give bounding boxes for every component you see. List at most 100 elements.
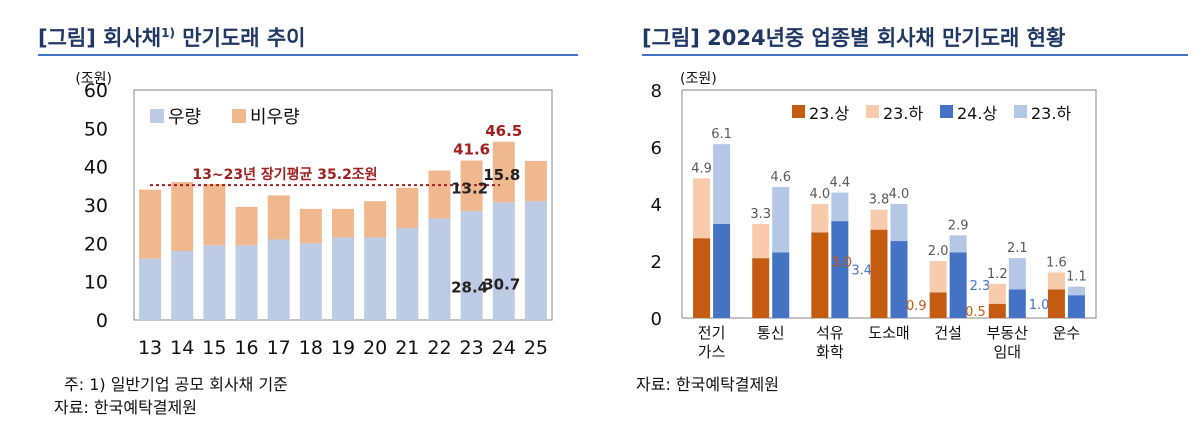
right-bar-23h2 bbox=[811, 204, 829, 233]
right-unit-label: (조원) bbox=[680, 71, 717, 87]
right-total-label: 2.1 bbox=[1007, 241, 1028, 256]
left-x-tick-label: 17 bbox=[267, 337, 291, 359]
left-bar-nonprime bbox=[364, 201, 387, 238]
left-x-tick-label: 22 bbox=[427, 337, 451, 359]
left-y-tick-label: 40 bbox=[84, 157, 108, 179]
right-y-tick-label: 0 bbox=[651, 309, 662, 330]
left-title-text: [그림] 회사채 bbox=[38, 26, 162, 50]
left-average-label: 13~23년 장기평균 35.2조원 bbox=[192, 166, 377, 183]
left-unit-label: (조원) bbox=[75, 71, 112, 87]
right-source: 자료: 한국예탁결제원 bbox=[636, 375, 779, 394]
right-bar-24h2 bbox=[890, 204, 908, 242]
right-bar-23h2 bbox=[693, 178, 711, 239]
right-legend-swatch bbox=[940, 105, 953, 118]
left-chart-panel: [그림] 회사채1) 만기도래 추이 주: 1) 일반기업 공모 회사채 기준 … bbox=[0, 0, 590, 433]
right-y-tick-label: 4 bbox=[651, 195, 662, 216]
right-bar-23h1 bbox=[1047, 289, 1065, 318]
right-inner-value-label: 0.9 bbox=[906, 299, 927, 314]
right-bar-23h1 bbox=[929, 292, 947, 318]
left-bar-nonprime bbox=[428, 170, 451, 219]
right-total-label: 4.0 bbox=[810, 187, 831, 202]
left-x-tick-label: 19 bbox=[331, 337, 355, 359]
left-bar-prime bbox=[524, 201, 547, 320]
right-total-label: 4.4 bbox=[830, 176, 851, 191]
right-bar-23h1 bbox=[752, 258, 770, 318]
right-x-tick-label: 임대 bbox=[993, 343, 1021, 361]
left-bar-nonprime bbox=[460, 160, 483, 212]
right-chart-panel: [그림] 2024년중 업종별 회사채 만기도래 현황 자료: 한국예탁결제원 bbox=[610, 0, 1200, 433]
right-total-label: 1.2 bbox=[987, 267, 1008, 282]
right-bar-23h2 bbox=[929, 261, 947, 293]
right-bar-24h2 bbox=[1067, 286, 1085, 296]
right-total-label: 2.0 bbox=[928, 244, 949, 259]
left-bar-prime bbox=[332, 237, 354, 320]
right-bar-23h1 bbox=[811, 232, 829, 318]
left-legend-label: 우량 bbox=[168, 107, 201, 128]
right-bar-24h2 bbox=[772, 186, 790, 253]
right-total-label: 1.6 bbox=[1046, 255, 1067, 270]
right-x-tick-label: 가스 bbox=[698, 343, 726, 361]
left-legend-swatch bbox=[232, 109, 246, 123]
left-bar-nonprime bbox=[235, 206, 258, 246]
left-nonprime-label: 13.2 bbox=[451, 179, 488, 197]
right-x-tick-label: 부동산 bbox=[987, 324, 1029, 342]
left-prime-label: 30.7 bbox=[483, 276, 520, 294]
left-bar-prime bbox=[396, 228, 419, 320]
right-inner-value-label: 1.0 bbox=[1029, 298, 1050, 313]
right-total-label: 2.9 bbox=[948, 218, 969, 233]
left-bar-nonprime bbox=[524, 160, 547, 202]
right-legend-label: 24.상 bbox=[957, 104, 997, 123]
left-x-tick-label: 16 bbox=[234, 337, 258, 359]
left-bar-nonprime bbox=[171, 182, 194, 251]
right-x-tick-label: 운수 bbox=[1053, 324, 1081, 342]
left-legend-swatch bbox=[150, 109, 164, 123]
right-title-rule bbox=[642, 54, 1188, 56]
left-x-tick-label: 13 bbox=[138, 337, 162, 359]
left-x-tick-label: 25 bbox=[524, 337, 548, 359]
right-x-tick-label: 통신 bbox=[757, 324, 785, 342]
right-total-label: 6.1 bbox=[711, 127, 732, 142]
left-bar-prime bbox=[299, 243, 322, 320]
right-legend-label: 23.상 bbox=[809, 104, 849, 123]
right-bar-24h1 bbox=[713, 223, 731, 318]
left-bar-prime bbox=[267, 239, 290, 320]
left-y-tick-label: 0 bbox=[96, 310, 108, 332]
right-x-tick-label: 도소매 bbox=[868, 324, 909, 342]
right-legend-swatch bbox=[866, 105, 879, 118]
left-source: 자료: 한국예탁결제원 bbox=[54, 398, 197, 417]
left-total-label: 46.5 bbox=[485, 122, 522, 140]
left-chart-title: [그림] 회사채1) 만기도래 추이 bbox=[38, 22, 306, 52]
right-plot-frame bbox=[681, 89, 1097, 319]
right-x-tick-label: 건설 bbox=[934, 324, 962, 342]
left-y-tick-label: 50 bbox=[84, 118, 108, 140]
right-bar-24h1 bbox=[1008, 289, 1026, 318]
left-prime-label: 28.4 bbox=[451, 278, 488, 296]
right-inner-value-label: 0.5 bbox=[965, 305, 986, 320]
right-x-tick-label: 석유 bbox=[816, 324, 844, 342]
left-bar-nonprime bbox=[267, 195, 290, 240]
left-bar-prime bbox=[139, 258, 162, 320]
left-x-tick-label: 21 bbox=[395, 337, 419, 359]
left-y-tick-label: 10 bbox=[84, 272, 108, 294]
right-bar-23h2 bbox=[870, 209, 888, 230]
left-y-tick-label: 20 bbox=[84, 233, 108, 255]
right-side-value-label: 3.0 bbox=[831, 256, 852, 271]
right-bar-23h2 bbox=[988, 283, 1006, 304]
left-nonprime-label: 15.8 bbox=[483, 166, 520, 184]
right-y-tick-label: 2 bbox=[651, 252, 662, 273]
right-legend-swatch bbox=[1014, 105, 1027, 118]
left-bar-nonprime bbox=[203, 183, 226, 246]
left-title-rule bbox=[38, 54, 578, 56]
left-bar-prime bbox=[492, 202, 515, 320]
left-x-tick-label: 15 bbox=[202, 337, 226, 359]
right-legend-label: 23.하 bbox=[1031, 104, 1071, 123]
right-bar-23h1 bbox=[693, 238, 711, 318]
left-bar-nonprime bbox=[396, 187, 419, 228]
left-title-superscript: 1) bbox=[161, 26, 175, 40]
left-x-tick-label: 23 bbox=[460, 337, 484, 359]
left-y-tick-label: 30 bbox=[84, 195, 108, 217]
left-bar-prime bbox=[235, 245, 258, 320]
right-x-tick-label: 화학 bbox=[816, 343, 844, 361]
left-title-tail: 만기도래 추이 bbox=[174, 26, 306, 50]
